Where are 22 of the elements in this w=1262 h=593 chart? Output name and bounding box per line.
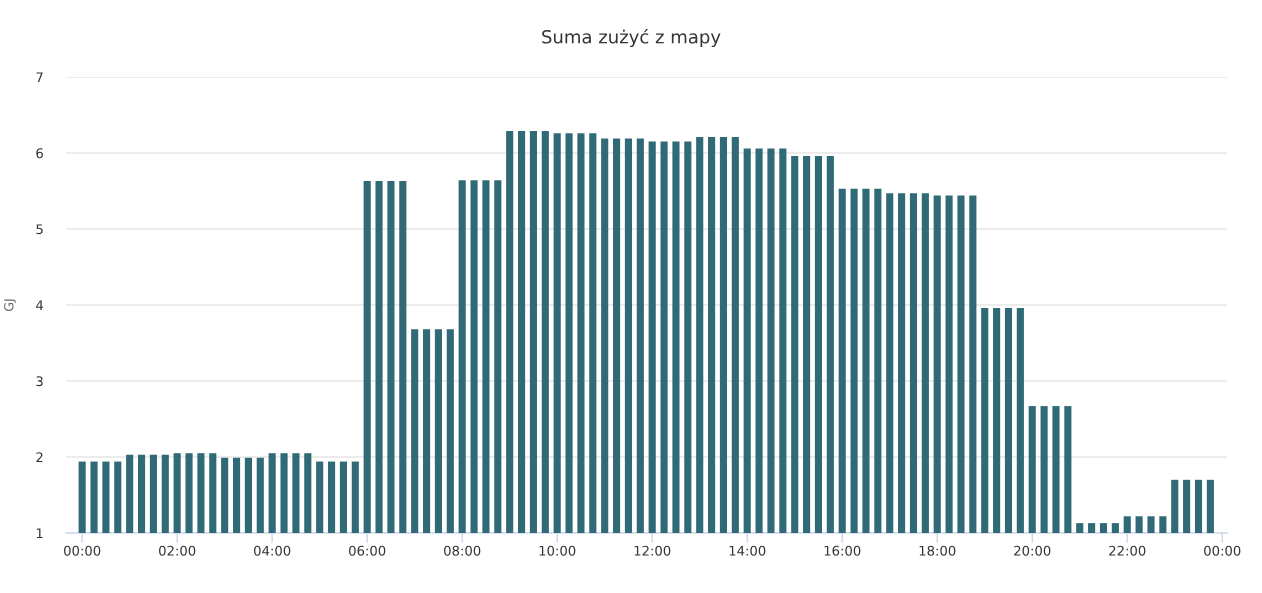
x-tick-label: 14:00 [729, 545, 766, 556]
y-tick-label: 1 [36, 528, 43, 539]
x-tick-label: 12:00 [634, 545, 671, 556]
x-tick-label: 00:00 [64, 545, 101, 556]
x-tick-label: 20:00 [1014, 545, 1051, 556]
x-tick-label: 00:00 [1204, 545, 1241, 556]
y-axis-title: GJ [4, 299, 16, 311]
x-tick-label: 10:00 [539, 545, 576, 556]
y-tick-label: 3 [36, 376, 43, 387]
y-tick-label: 6 [36, 148, 43, 159]
x-tick-label: 16:00 [824, 545, 861, 556]
x-tick-label: 02:00 [159, 545, 196, 556]
x-tick-label: 08:00 [444, 545, 481, 556]
y-tick-label: 5 [36, 224, 43, 235]
x-tick-label: 22:00 [1109, 545, 1146, 556]
y-tick-label: 7 [36, 72, 43, 83]
x-tick-label: 18:00 [919, 545, 956, 556]
y-tick-label: 4 [36, 300, 44, 311]
x-tick-label: 04:00 [254, 545, 291, 556]
y-tick-label: 2 [36, 452, 43, 463]
x-tick-label: 06:00 [349, 545, 386, 556]
chart-title: Suma zużyć z mapy [542, 28, 721, 48]
